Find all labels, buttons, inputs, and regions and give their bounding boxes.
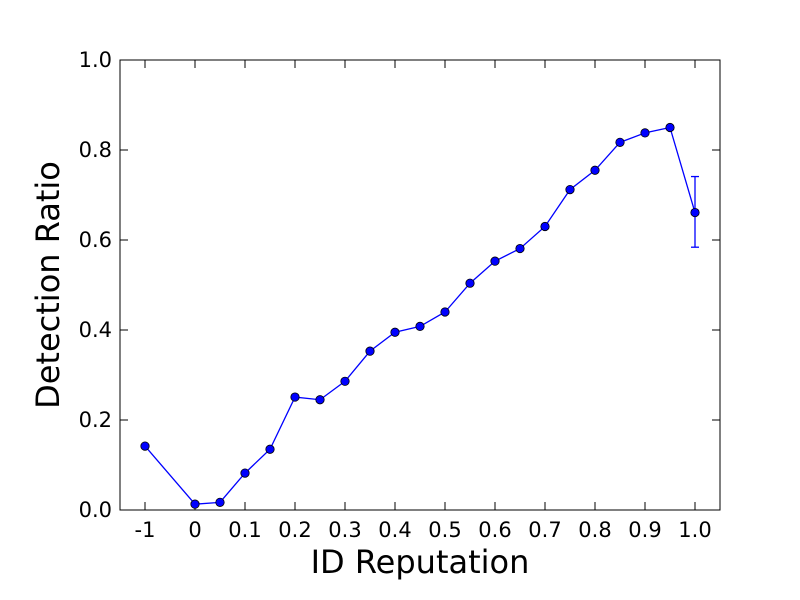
x-tick-label: 0.2 <box>278 518 311 542</box>
plot-frame <box>119 59 721 511</box>
data-point <box>540 221 550 232</box>
data-point <box>440 307 450 317</box>
tick-labels: -1 0 0.1 0.2 0.3 0.4 0.5 0.6 0.7 0.8 0.9 1.0 0.0 0.2 0… <box>79 48 712 542</box>
data-point <box>315 395 325 405</box>
data-point <box>590 165 600 175</box>
x-tick-label: 0.5 <box>428 518 461 542</box>
data-point <box>390 327 400 337</box>
x-tick-label: 0.1 <box>228 518 261 542</box>
data-point <box>415 321 425 331</box>
data-point <box>690 207 700 218</box>
x-tick-label: 0.3 <box>328 518 361 542</box>
y-tick-label: 1.0 <box>79 48 112 72</box>
data-point <box>515 243 525 254</box>
data-point <box>490 256 500 266</box>
series-layer <box>140 122 700 509</box>
data-point <box>215 497 225 507</box>
x-axis-label: ID Reputation <box>311 543 530 581</box>
y-axis-label: Detection Ratio <box>29 161 67 409</box>
data-point <box>365 346 375 356</box>
data-point <box>340 376 350 386</box>
plot-background <box>120 60 720 510</box>
data-point <box>565 185 575 195</box>
x-tick-label: 0.6 <box>478 518 511 542</box>
data-point <box>140 441 150 451</box>
x-tick-label: 0.7 <box>528 518 561 542</box>
data-point <box>240 468 250 478</box>
y-tick-label: 0.4 <box>79 318 112 342</box>
x-tick-label: 0.8 <box>578 518 611 542</box>
x-tick-label: -1 <box>135 518 156 542</box>
data-point <box>265 444 275 454</box>
x-tick-label: 0.4 <box>378 518 411 542</box>
data-point <box>465 278 475 288</box>
data-point <box>290 392 300 402</box>
data-point <box>640 128 650 138</box>
y-tick-label: 0.6 <box>79 228 112 252</box>
data-point <box>665 122 675 133</box>
series-line <box>144 126 696 505</box>
x-tick-label: 0.9 <box>628 518 661 542</box>
data-point <box>190 499 200 509</box>
y-tick-label: 0.0 <box>79 498 112 522</box>
x-tick-label: 1.0 <box>678 518 711 542</box>
y-tick-label: 0.8 <box>79 138 112 162</box>
data-point <box>615 137 625 147</box>
y-tick-label: 0.2 <box>79 408 112 432</box>
x-tick-label: 0 <box>188 518 201 542</box>
